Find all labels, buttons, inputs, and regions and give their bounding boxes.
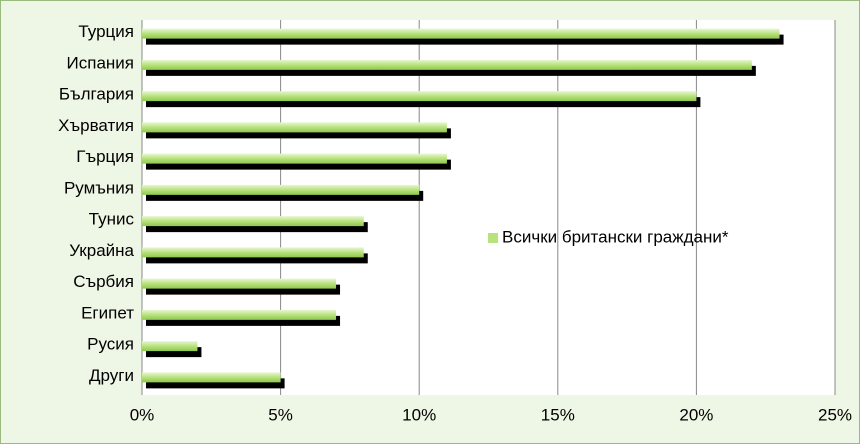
legend-label: Всички британски граждани* [502,227,729,246]
y-tick-label: Русия [87,335,134,354]
x-tick-label: 20% [679,405,713,424]
bar [142,216,364,227]
bar [142,309,337,320]
y-tick-label: Гърция [76,147,134,166]
x-tick-label: 10% [402,405,436,424]
y-tick-label: Румъния [64,178,134,197]
bar-shadow [146,190,424,201]
legend-swatch [488,233,498,243]
y-tick-label: България [59,85,134,104]
bar [142,59,752,70]
plot-area [142,20,835,395]
bar [142,278,337,289]
y-tick-label: Хърватия [58,116,134,135]
bar [142,153,447,164]
x-tick-label: 5% [268,405,293,424]
y-tick-label: Украйна [69,241,134,260]
bar-shadow [146,378,285,389]
x-tick-label: 15% [541,405,575,424]
bar-shadow [146,159,451,170]
bar [142,341,198,352]
bar [142,28,780,39]
bar [142,122,447,133]
y-tick-label: Тунис [89,210,135,229]
bar [142,184,420,195]
y-tick-label: Испания [67,53,134,72]
x-tick-label: 0% [130,405,155,424]
bar-shadow [146,284,341,295]
y-tick-label: Турция [78,22,134,41]
y-tick-label: Египет [81,303,134,322]
bar [142,247,364,258]
bar [142,372,281,383]
bar-shadow [146,128,451,139]
bar-shadow [146,347,202,358]
bar-shadow [146,65,756,76]
bar-shadow [146,97,701,108]
bar [142,91,697,102]
bar-shadow [146,222,368,233]
bar-shadow [146,253,368,264]
bar-shadow [146,34,784,45]
bar-shadow [146,315,341,326]
x-tick-label: 25% [818,405,852,424]
y-tick-label: Сърбия [73,272,134,291]
y-tick-label: Други [89,366,134,385]
